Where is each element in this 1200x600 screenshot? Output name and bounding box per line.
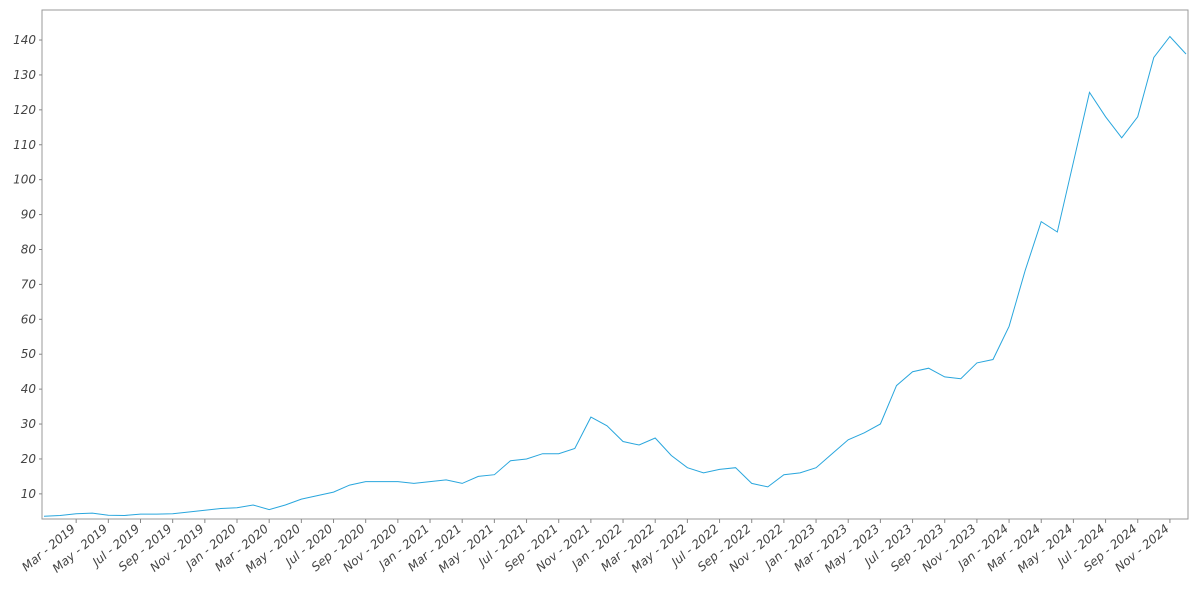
y-tick-label: 50 bbox=[21, 347, 37, 361]
plot-frame bbox=[41, 9, 1189, 520]
y-tick-label: 110 bbox=[13, 138, 36, 152]
y-tick-label: 10 bbox=[21, 487, 37, 501]
price-line bbox=[43, 35, 1187, 517]
y-tick-label: 120 bbox=[13, 103, 36, 117]
y-tick-label: 40 bbox=[21, 382, 37, 396]
y-tick-label: 130 bbox=[13, 68, 36, 82]
y-tick-label: 100 bbox=[13, 173, 36, 187]
y-tick-label: 30 bbox=[21, 417, 37, 431]
y-tick-label: 20 bbox=[21, 452, 37, 466]
y-tick-label: 70 bbox=[21, 277, 37, 291]
y-tick-label: 80 bbox=[21, 242, 37, 256]
y-tick-label: 60 bbox=[21, 312, 37, 326]
y-tick-label: 90 bbox=[21, 208, 37, 222]
y-tick-label: 140 bbox=[13, 33, 36, 47]
